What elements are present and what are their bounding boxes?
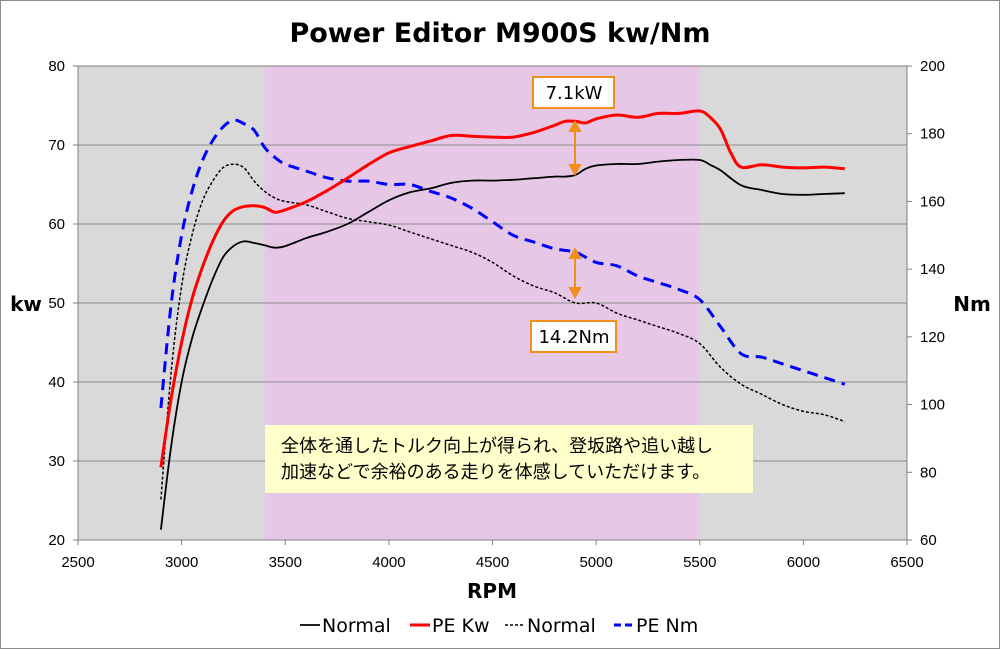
note-line-1: 全体を通したトルク向上が得られ、登坂路や追い越し xyxy=(281,436,713,457)
x-tick-label: 3500 xyxy=(269,554,302,571)
y-axis-ticks: 20 30 40 50 60 70 80 xyxy=(48,58,78,549)
x-tick-label: 2500 xyxy=(61,554,94,571)
y-tick-label: 60 xyxy=(48,216,65,233)
x-tick-label: 6000 xyxy=(787,554,820,571)
y-tick-label: 80 xyxy=(48,58,65,75)
series-line-3 xyxy=(159,118,846,409)
y2-tick-label: 120 xyxy=(920,329,945,346)
x-tick-label: 3000 xyxy=(165,554,198,571)
y2-tick-label: 180 xyxy=(920,126,945,143)
x-tick-label: 5500 xyxy=(683,554,716,571)
nm-gain-arrow xyxy=(568,246,582,300)
kw-gain-label: 7.1kW xyxy=(546,83,603,104)
y2-axis-ticks: 60 80 100 120 140 160 180 200 xyxy=(907,58,945,549)
y-tick-label: 50 xyxy=(48,295,65,312)
series-line-0 xyxy=(160,158,845,530)
x-tick-label: 6500 xyxy=(890,554,923,571)
x-tick-label: 4000 xyxy=(372,554,405,571)
series-line-1 xyxy=(159,109,845,468)
legend-label: Normal xyxy=(527,615,596,637)
legend-label: PE Nm xyxy=(636,615,698,637)
y2-tick-label: 80 xyxy=(920,464,937,481)
note-box xyxy=(265,425,753,493)
y-tick-label: 70 xyxy=(48,137,65,154)
nm-gain-label: 14.2Nm xyxy=(538,327,609,348)
y2-tick-label: 140 xyxy=(920,261,945,278)
y2-tick-label: 160 xyxy=(920,193,945,210)
y2-axis-title: Nm xyxy=(953,292,991,316)
nm-gain-label-box xyxy=(530,320,617,353)
y2-tick-label: 60 xyxy=(920,532,937,549)
chart-title: Power Editor M900S kw/Nm xyxy=(289,18,710,49)
y-tick-label: 20 xyxy=(48,532,65,549)
y-tick-label: 40 xyxy=(48,374,65,391)
x-axis-ticks: 2500 3000 3500 4000 4500 5000 5500 6000 6500 xyxy=(61,540,924,571)
series-line-2 xyxy=(160,163,846,500)
kw-gain-arrow xyxy=(568,119,582,177)
y2-tick-label: 200 xyxy=(920,58,945,75)
y2-tick-label: 100 xyxy=(920,397,945,414)
legend-label: PE Kw xyxy=(432,615,490,637)
y-tick-label: 30 xyxy=(48,453,65,470)
kw-gain-label-box xyxy=(532,76,615,109)
x-axis-title: RPM xyxy=(467,579,517,603)
legend: Normal PE Kw Normal PE Nm xyxy=(300,615,698,637)
x-tick-label: 5000 xyxy=(579,554,612,571)
legend-label: Normal xyxy=(322,615,391,637)
x-tick-label: 4500 xyxy=(476,554,509,571)
y-axis-title: kw xyxy=(10,292,42,316)
series-lines xyxy=(159,109,846,530)
note-line-2: 加速などで余裕のある走りを体感していただけます。 xyxy=(281,462,710,483)
